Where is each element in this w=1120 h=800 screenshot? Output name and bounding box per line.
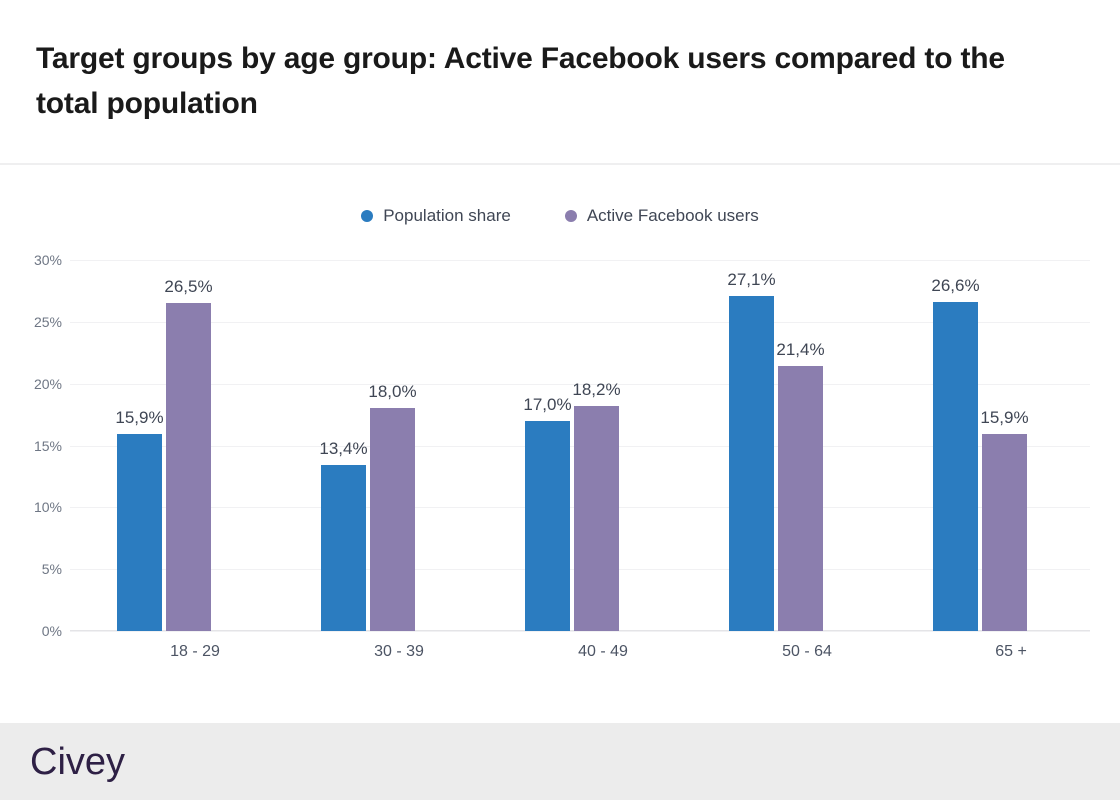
plot-area: 0% 5% 10% 15% 20% 25% 30% 15,9% 26,5% 18 - 29 13,… bbox=[34, 252, 1090, 660]
bar-groups: 15,9% 26,5% 18 - 29 13,4% 18,0% 30 - 39 17,0% 1… bbox=[70, 260, 1090, 660]
y-axis-tick-label: 30% bbox=[33, 252, 62, 268]
header-divider bbox=[0, 163, 1120, 165]
legend-color-dot-icon bbox=[361, 210, 374, 222]
bar-population-share[interactable]: 26,6% bbox=[931, 276, 980, 631]
bar-active-facebook-users[interactable]: 18,2% bbox=[572, 380, 621, 631]
chart-footer: Civey bbox=[0, 723, 1120, 800]
y-axis-tick-label: 15% bbox=[33, 437, 62, 454]
x-axis-tick-label-text: 30 - 39 bbox=[374, 643, 424, 660]
bar-population-share[interactable]: 17,0% bbox=[523, 395, 572, 631]
legend-item-2[interactable]: Active Facebook users bbox=[564, 206, 759, 226]
bar-group: 17,0% 18,2% 40 - 49 bbox=[478, 260, 682, 660]
bar-active-facebook-users[interactable]: 15,9% bbox=[980, 408, 1029, 631]
bar-population-share[interactable]: 13,4% bbox=[319, 439, 368, 631]
bar-population-share[interactable]: 27,1% bbox=[727, 270, 776, 631]
legend-color-dot-icon bbox=[564, 210, 577, 222]
bar-value-label: 21,4% bbox=[776, 340, 825, 360]
x-axis-tick-label: 30 - 39 bbox=[274, 643, 478, 661]
bar-value-label: 27,1% bbox=[727, 269, 776, 289]
bar-value-label: 15,9% bbox=[980, 408, 1029, 428]
x-axis-tick-label-text: 18 - 29 bbox=[170, 643, 220, 660]
bar-active-facebook-users[interactable]: 26,5% bbox=[164, 277, 213, 631]
bar-group: 13,4% 18,0% 30 - 39 bbox=[274, 260, 478, 660]
x-axis-tick-label: 65 + bbox=[886, 643, 1090, 661]
chart-header: Target groups by age group: Active Faceb… bbox=[0, 0, 1120, 165]
gridline bbox=[70, 631, 1090, 632]
bar-value-label: 13,4% bbox=[319, 439, 368, 459]
bar-value-label: 26,6% bbox=[931, 276, 980, 296]
gridline bbox=[70, 260, 1090, 261]
y-axis-tick-label: 25% bbox=[33, 313, 62, 330]
x-axis-tick-label: 50 - 64 bbox=[682, 643, 886, 661]
bar-active-facebook-users[interactable]: 21,4% bbox=[776, 340, 825, 631]
x-axis-tick-label-text: 40 - 49 bbox=[578, 643, 628, 660]
gridline bbox=[70, 321, 1090, 323]
y-axis-tick-label: 5% bbox=[41, 561, 62, 578]
chart-legend: Population share Active Facebook users bbox=[0, 206, 1120, 226]
page-title: Target groups by age group: Active Faceb… bbox=[36, 42, 1005, 120]
chart-body: Population share Active Facebook users 0%… bbox=[0, 165, 1120, 723]
civey-logo: Civey bbox=[30, 741, 126, 783]
x-axis-tick-label-text: 65 + bbox=[995, 643, 1027, 660]
bar-value-label: 18,0% bbox=[368, 382, 417, 402]
legend-label: Active Facebook users bbox=[586, 206, 759, 225]
bar-group: 26,6% 15,9% 65 + bbox=[886, 260, 1090, 660]
legend-item-1[interactable]: Population share bbox=[361, 206, 511, 226]
bar-value-label: 26,5% bbox=[164, 277, 213, 297]
bar-value-label: 18,2% bbox=[572, 379, 621, 399]
x-axis-tick-label-text: 50 - 64 bbox=[782, 643, 832, 660]
bar-value-label: 17,0% bbox=[523, 394, 572, 414]
gridline bbox=[70, 383, 1090, 385]
bar-group: 15,9% 26,5% 18 - 29 bbox=[70, 260, 274, 660]
bar-value-label: 15,9% bbox=[115, 408, 164, 428]
x-axis-tick-label: 40 - 49 bbox=[478, 643, 682, 661]
bar-population-share[interactable]: 15,9% bbox=[115, 408, 164, 631]
bar-group: 27,1% 21,4% 50 - 64 bbox=[682, 260, 886, 660]
y-axis-tick-label: 10% bbox=[33, 499, 62, 516]
legend-label: Population share bbox=[383, 206, 511, 225]
y-axis-tick-label: 20% bbox=[33, 375, 62, 392]
bar-active-facebook-users[interactable]: 18,0% bbox=[368, 382, 417, 631]
y-axis-tick-label: 0% bbox=[41, 623, 62, 639]
x-axis-tick-label: 18 - 29 bbox=[70, 643, 274, 661]
